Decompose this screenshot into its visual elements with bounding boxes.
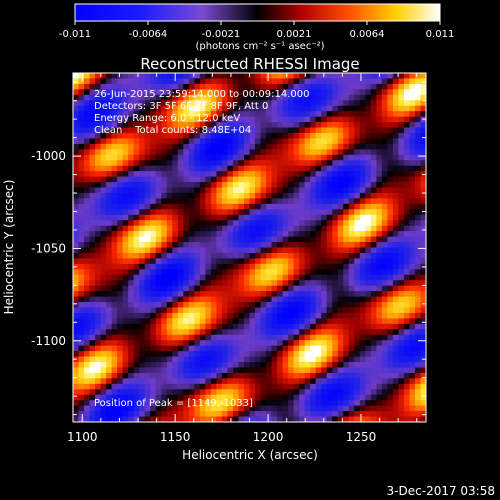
annotation-detectors: Detectors: 3F 5F 6F 7F 8F 9F, Att 0 bbox=[94, 101, 269, 112]
annotation-clean-counts: Clean Total counts: 8.48E+04 bbox=[94, 125, 252, 136]
colorbar-tick-label: -0.0064 bbox=[129, 29, 168, 40]
colorbar-ticks: -0.011 -0.0064 -0.0021 0.0021 0.0064 0.011 bbox=[59, 21, 454, 40]
heatmap-image bbox=[73, 73, 426, 422]
x-axis: 1100 1150 1200 1250 bbox=[67, 73, 418, 444]
chart-title: Reconstructed RHESSI Image bbox=[140, 55, 359, 73]
x-axis-label: Heliocentric X (arcsec) bbox=[182, 448, 318, 462]
colorbar-unit-label: (photons cm⁻² s⁻¹ asec⁻²) bbox=[195, 41, 324, 52]
y-axis: -1000 -1050 -1100 bbox=[31, 81, 426, 416]
colorbar-tick-label: -0.011 bbox=[59, 29, 91, 40]
x-tick-label: 1250 bbox=[346, 430, 377, 444]
y-tick-label: -1050 bbox=[31, 241, 66, 255]
annotation-energy-range: Energy Range: 6.0 - 12.0 keV bbox=[94, 113, 241, 124]
x-tick-label: 1200 bbox=[253, 430, 284, 444]
y-tick-label: -1000 bbox=[31, 149, 66, 163]
annotation-time-range: 26-Jun-2015 23:59:14.000 to 00:09:14.000 bbox=[94, 89, 310, 100]
x-tick-label: 1100 bbox=[67, 430, 98, 444]
colorbar-tick-label: 0.0064 bbox=[350, 29, 385, 40]
colorbar-tick-label: 0.011 bbox=[426, 29, 455, 40]
colorbar-tick-label: -0.0021 bbox=[202, 29, 241, 40]
peak-position-label: Position of Peak = [1149,-1033] bbox=[94, 398, 253, 409]
colorbar bbox=[74, 3, 441, 22]
y-axis-label: Heliocentric Y (arcsec) bbox=[2, 180, 16, 315]
footer-date: 3-Dec-2017 03:58 bbox=[387, 484, 495, 498]
colorbar-tick-label: 0.0021 bbox=[277, 29, 312, 40]
y-tick-label: -1100 bbox=[31, 334, 66, 348]
x-tick-label: 1150 bbox=[160, 430, 191, 444]
